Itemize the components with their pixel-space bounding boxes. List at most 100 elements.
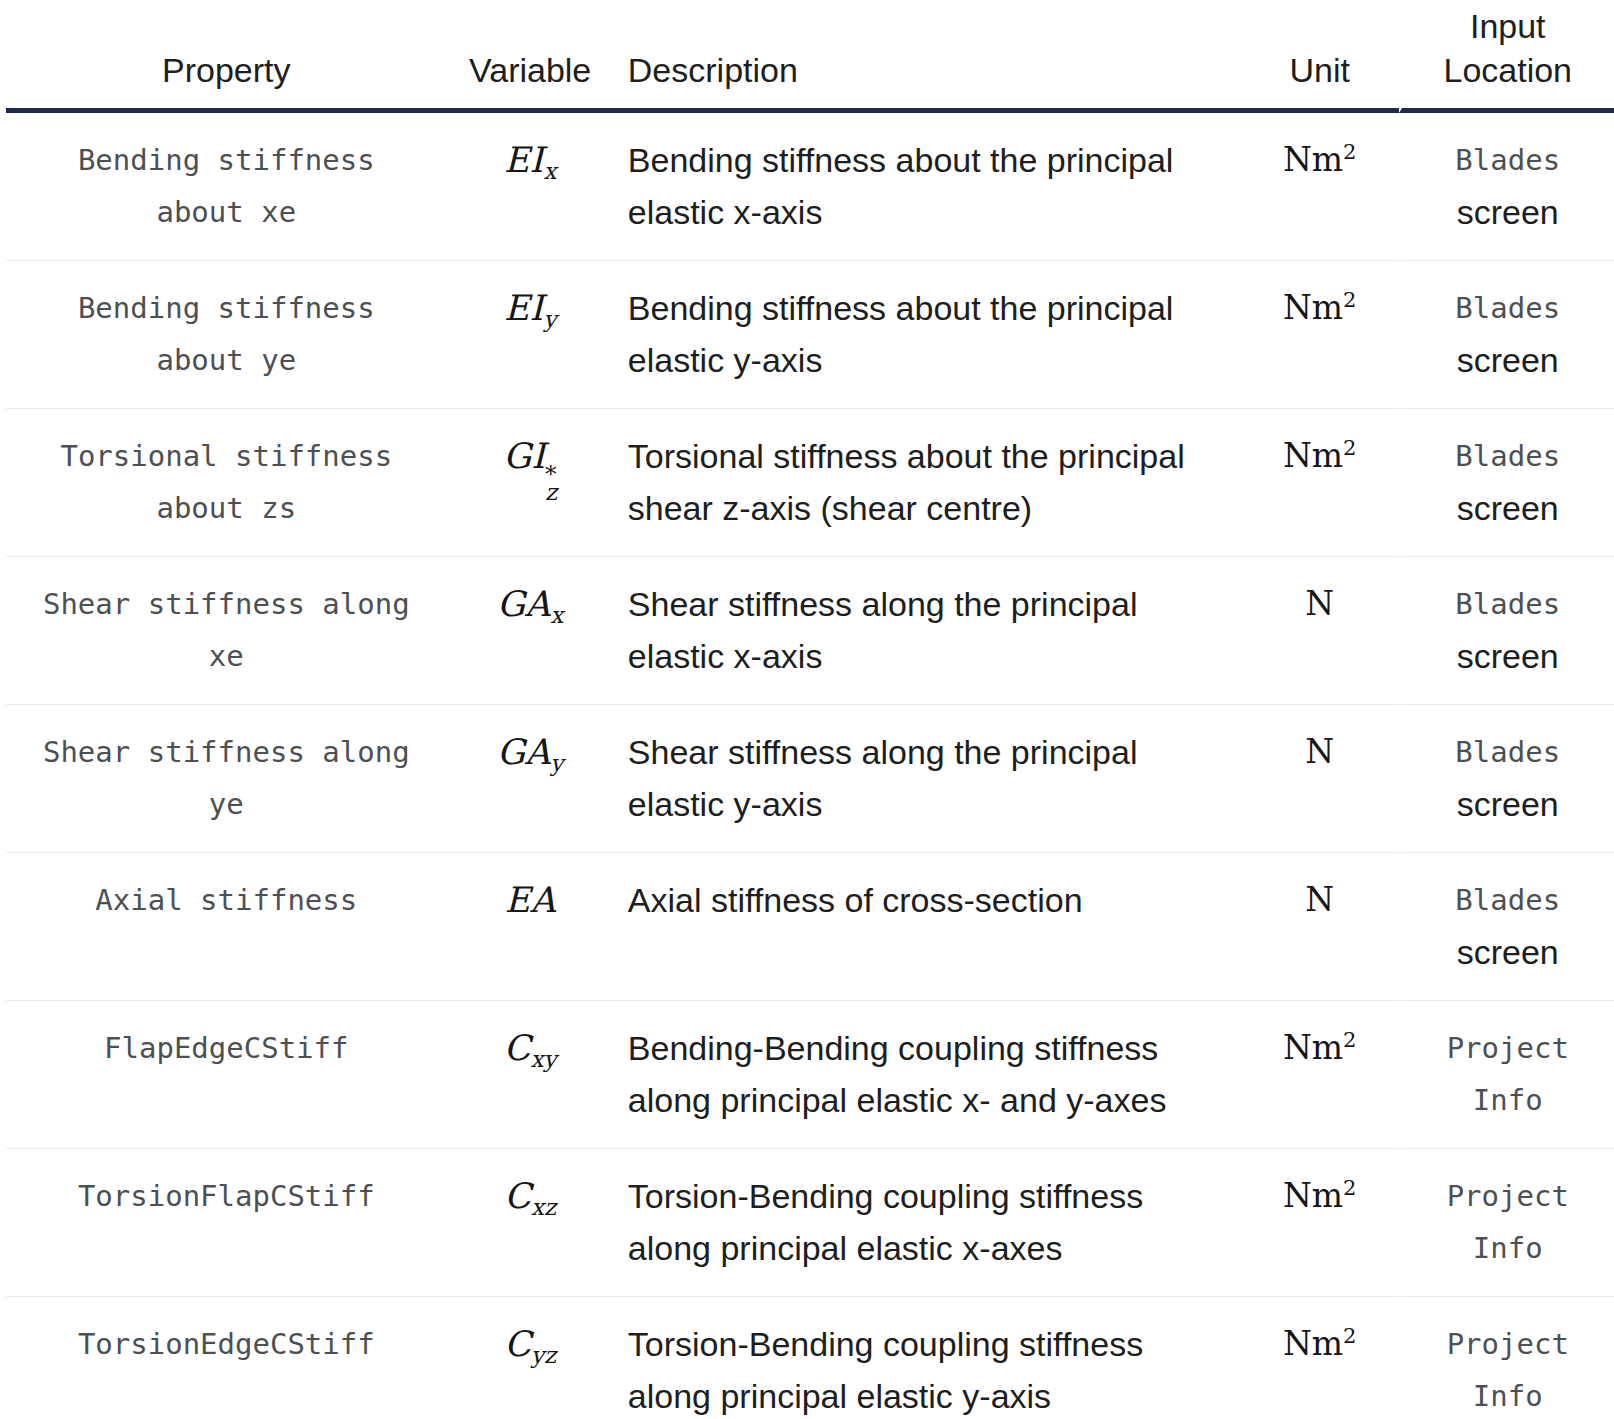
- input-location-code: Info: [1402, 1370, 1614, 1419]
- description-text: Shear stiffness along the principal: [614, 726, 1241, 778]
- table-row: Axial stiffness EA Axial stiffness of cros…: [6, 853, 1614, 1001]
- description-text: elastic y-axis: [614, 334, 1241, 386]
- property-name: Shear stiffness along: [6, 578, 447, 630]
- description-text: elastic y-axis: [614, 778, 1241, 830]
- input-location-cell: ProjectInfo: [1399, 1297, 1614, 1419]
- unit-cell: N: [1241, 705, 1399, 853]
- description-text: along principal elastic y-axis: [614, 1370, 1241, 1419]
- property-name: xe: [6, 630, 447, 682]
- property-cell: Torsional stiffnessabout zs: [6, 409, 447, 557]
- input-location-code: Project: [1402, 1022, 1614, 1074]
- description-cell: Bending stiffness about the principalela…: [614, 113, 1241, 261]
- table-body: Bending stiffnessabout xe EIx Bending stif…: [6, 113, 1614, 1419]
- table-row: TorsionFlapCStiff Cxz Torsion-Bending coup…: [6, 1149, 1614, 1297]
- property-name: FlapEdgeCStiff: [6, 1022, 447, 1074]
- table-row: Bending stiffnessabout xe EIx Bending stif…: [6, 113, 1614, 261]
- property-name: about zs: [6, 482, 447, 534]
- property-name: TorsionFlapCStiff: [6, 1170, 447, 1222]
- unit-cell: Nm2: [1241, 409, 1399, 557]
- property-cell: Shear stiffness alongye: [6, 705, 447, 853]
- variable-symbol: EA: [505, 880, 556, 920]
- input-location-cell: Bladesscreen: [1399, 113, 1614, 261]
- variable-symbol: EIy: [504, 288, 556, 328]
- variable-cell: EIy: [447, 261, 614, 409]
- input-location-text: screen: [1402, 926, 1614, 978]
- description-text: along principal elastic x-axes: [614, 1222, 1241, 1274]
- properties-table: PropertyVariableDescriptionUnitInput Loc…: [6, 0, 1614, 1419]
- variable-symbol: Cxz: [504, 1176, 556, 1216]
- table-row: TorsionEdgeCStiffCyzTorsion-Bending coup…: [6, 1297, 1614, 1419]
- description-text: Shear stiffness along the principal: [614, 578, 1241, 630]
- column-header-property: Property: [6, 0, 447, 113]
- property-cell: Bending stiffnessabout ye: [6, 261, 447, 409]
- input-location-cell: ProjectInfo: [1399, 1149, 1614, 1297]
- description-text: Bending stiffness about the principal: [614, 282, 1241, 334]
- description-text: shear z-axis (shear centre): [614, 482, 1241, 534]
- variable-cell: Cxy: [447, 1001, 614, 1149]
- input-location-cell: ProjectInfo: [1399, 1001, 1614, 1149]
- table-row: Shear stiffness alongxeGAxShear stiffnes…: [6, 557, 1614, 705]
- unit-value: Nm2: [1283, 436, 1357, 475]
- input-location-code: Info: [1402, 1074, 1614, 1126]
- description-text: elastic x-axis: [614, 630, 1241, 682]
- variable-symbol: Cxy: [504, 1028, 557, 1068]
- property-name: Shear stiffness along: [6, 726, 447, 778]
- input-location-text: screen: [1402, 778, 1614, 830]
- header-row: PropertyVariableDescriptionUnitInput Loc…: [6, 0, 1614, 113]
- column-header-input_location: Input Location: [1399, 0, 1614, 113]
- variable-symbol: EIx: [504, 140, 556, 180]
- unit-cell: Nm2: [1241, 113, 1399, 261]
- description-cell: Axial stiffness of cross-section: [614, 853, 1241, 1001]
- column-header-variable: Variable: [447, 0, 614, 113]
- unit-value: Nm2: [1283, 1176, 1357, 1215]
- property-cell: Axial stiffness: [6, 853, 447, 1001]
- variable-cell: EA: [447, 853, 614, 1001]
- input-location-cell: Bladesscreen: [1399, 705, 1614, 853]
- variable-symbol: GAy: [497, 732, 563, 772]
- input-location-cell: Bladesscreen: [1399, 409, 1614, 557]
- page-content: PropertyVariableDescriptionUnitInput Loc…: [0, 0, 1614, 1419]
- description-text: Torsion-Bending coupling stiffness: [614, 1170, 1241, 1222]
- unit-cell: N: [1241, 557, 1399, 705]
- property-cell: Shear stiffness alongxe: [6, 557, 447, 705]
- input-location-cell: Bladesscreen: [1399, 261, 1614, 409]
- unit-value: Nm2: [1283, 288, 1357, 327]
- input-location-text: screen: [1402, 482, 1614, 534]
- property-cell: TorsionEdgeCStiff: [6, 1297, 447, 1419]
- description-text: Torsional stiffness about the principal: [614, 430, 1241, 482]
- property-cell: FlapEdgeCStiff: [6, 1001, 447, 1149]
- property-name: Bending stiffness: [6, 134, 447, 186]
- description-text: along principal elastic x- and y-axes: [614, 1074, 1241, 1126]
- column-header-unit: Unit: [1241, 0, 1399, 113]
- unit-cell: Nm2: [1241, 1001, 1399, 1149]
- input-location-code: Blades: [1402, 874, 1614, 926]
- input-location-text: screen: [1402, 334, 1614, 386]
- description-cell: Shear stiffness along the principalelast…: [614, 705, 1241, 853]
- variable-symbol: GI*z: [503, 436, 557, 476]
- input-location-cell: Bladesscreen: [1399, 557, 1614, 705]
- table-row: Bending stiffnessabout ye EIy Bending stif…: [6, 261, 1614, 409]
- description-text: Bending-Bending coupling stiffness: [614, 1022, 1241, 1074]
- description-text: Bending stiffness about the principal: [614, 134, 1241, 186]
- property-name: Torsional stiffness: [6, 430, 447, 482]
- unit-cell: Nm2: [1241, 261, 1399, 409]
- input-location-code: Blades: [1402, 578, 1614, 630]
- unit-value: Nm2: [1283, 140, 1357, 179]
- property-cell: Bending stiffnessabout xe: [6, 113, 447, 261]
- column-header-description: Description: [614, 0, 1241, 113]
- input-location-code: Project: [1402, 1318, 1614, 1370]
- property-name: about ye: [6, 334, 447, 386]
- variable-cell: GAx: [447, 557, 614, 705]
- property-name: Axial stiffness: [6, 874, 447, 926]
- description-cell: Bending-Bending coupling stiffnessalong …: [614, 1001, 1241, 1149]
- description-text: Axial stiffness of cross-section: [614, 874, 1241, 926]
- description-cell: Torsion-Bending coupling stiffnessalong …: [614, 1149, 1241, 1297]
- variable-cell: EIx: [447, 113, 614, 261]
- unit-value: N: [1305, 880, 1334, 919]
- input-location-code: Blades: [1402, 430, 1614, 482]
- unit-cell: Nm2: [1241, 1297, 1399, 1419]
- variable-cell: GAy: [447, 705, 614, 853]
- input-location-text: screen: [1402, 186, 1614, 238]
- description-cell: Shear stiffness along the principalelast…: [614, 557, 1241, 705]
- variable-cell: Cyz: [447, 1297, 614, 1419]
